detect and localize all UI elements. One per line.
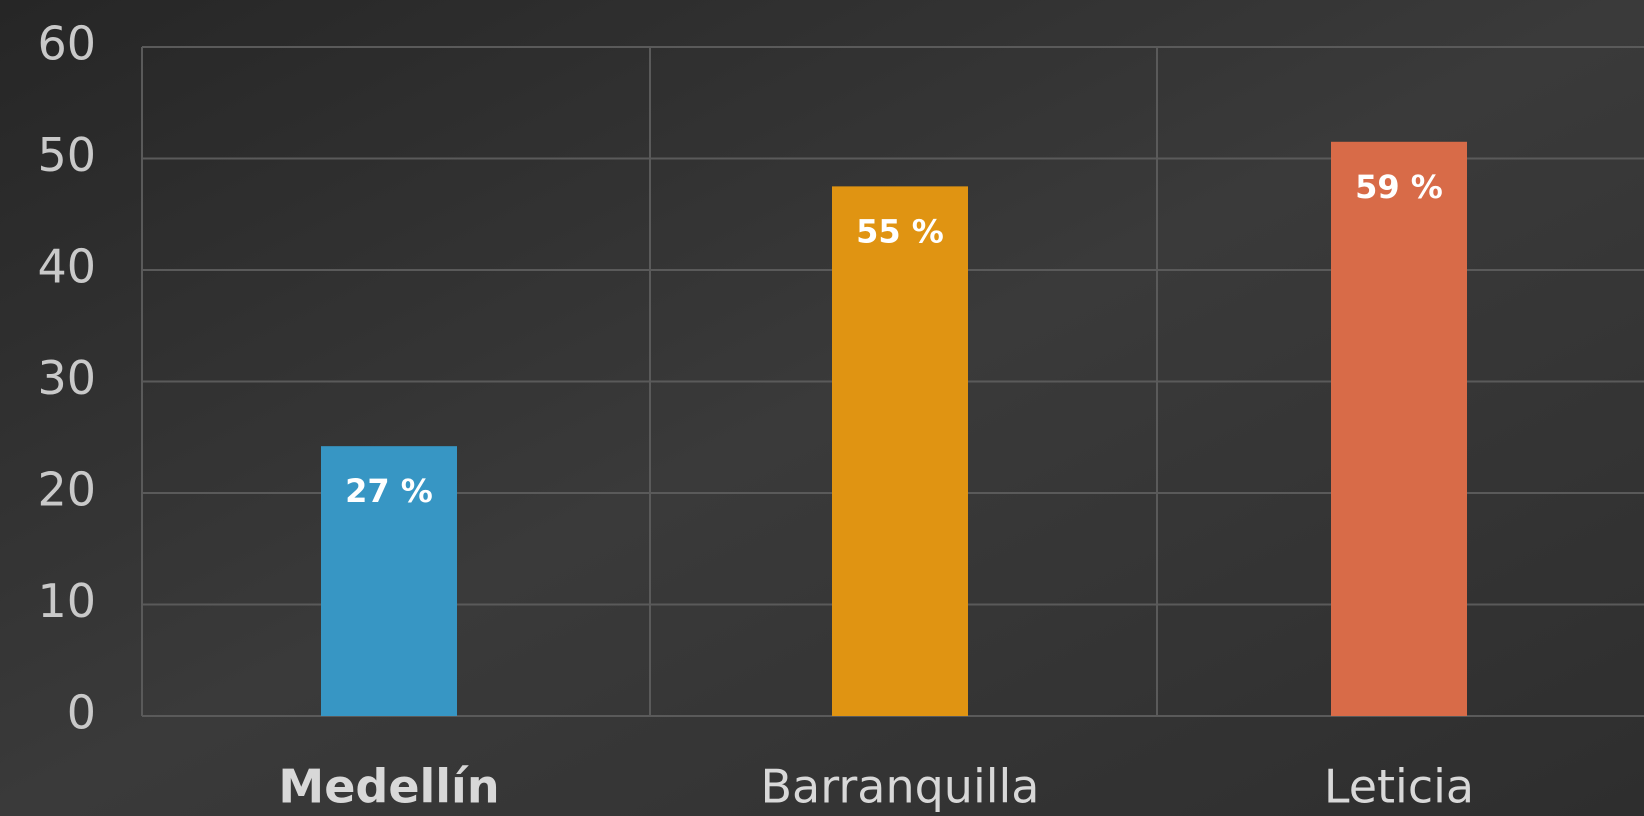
bar <box>832 186 968 716</box>
x-tick-label: Barranquilla <box>761 760 1040 814</box>
bar <box>321 446 457 716</box>
y-tick-label: 50 <box>37 128 96 182</box>
data-label: 55 % <box>856 212 944 250</box>
data-label: 59 % <box>1355 168 1443 206</box>
data-label: 27 % <box>345 472 433 510</box>
bar <box>1331 141 1467 716</box>
y-tick-label: 20 <box>37 463 96 517</box>
y-tick-label: 0 <box>67 686 96 740</box>
y-tick-label: 60 <box>37 17 96 71</box>
y-tick-label: 10 <box>37 574 96 628</box>
y-tick-label: 40 <box>37 240 96 294</box>
x-tick-label: Leticia <box>1324 760 1474 814</box>
y-tick-label: 30 <box>37 351 96 405</box>
x-tick-label: Medellín <box>278 760 499 814</box>
